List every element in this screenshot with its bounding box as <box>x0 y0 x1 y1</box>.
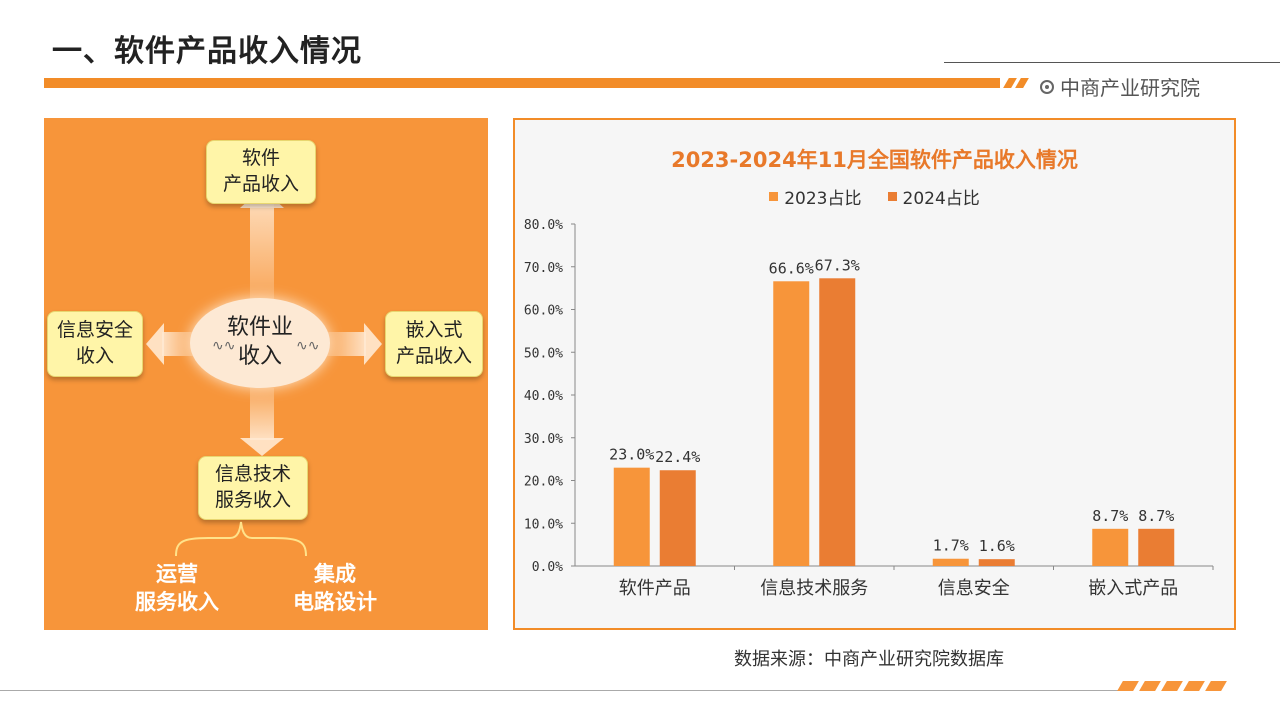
chart-legend: 2023占比 2024占比 <box>515 184 1234 209</box>
brand-logo-icon <box>1040 79 1054 94</box>
revenue-structure-diagram: 软件业 收入 ∿∿ ∿∿ 软件 产品收入 信息安全 收入 嵌入式 产品收入 信息… <box>44 118 488 630</box>
legend-label-2024: 2024占比 <box>902 189 980 209</box>
y-tick-label: 20.0% <box>524 475 563 490</box>
y-tick-label: 80.0% <box>524 218 563 233</box>
header-divider-line <box>944 62 1280 63</box>
node-software-product-revenue: 软件 产品收入 <box>206 140 316 204</box>
x-tick-label: 软件产品 <box>619 578 691 599</box>
legend-label-2023: 2023占比 <box>784 189 862 209</box>
brace-connector <box>175 521 307 557</box>
data-label: 67.3% <box>815 256 860 274</box>
footer-stripe-decoration <box>1139 681 1161 691</box>
data-label: 1.6% <box>979 537 1015 555</box>
y-tick-label: 70.0% <box>524 261 563 276</box>
x-tick-label: 信息技术服务 <box>760 578 868 599</box>
footer-stripe-decoration <box>1183 681 1205 691</box>
data-label: 1.7% <box>933 537 969 555</box>
brand-name: 中商产业研究院 <box>1060 76 1200 100</box>
y-tick-label: 10.0% <box>524 517 563 532</box>
legend-swatch-2023 <box>769 192 779 201</box>
data-source-note: 数据来源：中商产业研究院数据库 <box>734 649 1004 670</box>
legend-swatch-2024 <box>887 192 897 201</box>
signal-wave-icon: ∿∿ <box>296 338 320 354</box>
bar-2024 <box>659 470 696 566</box>
data-label: 22.4% <box>655 448 700 466</box>
legend-item-2024: 2024占比 <box>887 184 980 209</box>
node-it-service-revenue: 信息技术 服务收入 <box>198 456 308 520</box>
arrow-down-head-icon <box>240 438 284 456</box>
footer-divider-line <box>0 690 1120 691</box>
brand: 中商产业研究院 <box>1040 72 1200 101</box>
x-tick-label: 嵌入式产品 <box>1088 578 1178 599</box>
bar-2024 <box>1138 528 1175 566</box>
chart-panel: 2023-2024年11月全国软件产品收入情况 2023占比 2024占比 0.… <box>513 118 1236 630</box>
arrow-left-head-icon <box>146 323 164 365</box>
data-label: 8.7% <box>1092 507 1128 525</box>
center-node-software-revenue: 软件业 收入 <box>190 298 330 388</box>
data-label: 23.0% <box>609 446 654 464</box>
footer-stripe-decoration <box>1205 681 1227 691</box>
bar-2023 <box>613 467 650 566</box>
data-label: 8.7% <box>1138 507 1174 525</box>
bar-2023 <box>932 558 969 566</box>
chart-title: 2023-2024年11月全国软件产品收入情况 <box>671 148 1078 172</box>
legend-item-2023: 2023占比 <box>769 184 862 209</box>
bar-2023 <box>1092 528 1129 566</box>
bar-2024 <box>819 278 856 566</box>
signal-wave-icon: ∿∿ <box>212 338 236 354</box>
arrow-down-icon <box>250 388 274 440</box>
sub-node-ic-design: 集成 电路设计 <box>293 562 377 615</box>
y-tick-label: 50.0% <box>524 346 563 361</box>
arrow-right-head-icon <box>364 323 382 365</box>
data-label: 66.6% <box>769 259 814 277</box>
x-tick-label: 信息安全 <box>938 578 1010 599</box>
page-title: 一、软件产品收入情况 <box>52 34 362 69</box>
sub-node-operation-service: 运营 服务收入 <box>135 562 219 615</box>
bar-chart: 0.0% 10.0% 20.0% 30.0% 40.0% 50.0% 60.0% 70.0% 8… <box>524 218 1214 599</box>
header-accent-bar <box>44 78 1000 88</box>
footer-stripe-decoration <box>1161 681 1183 691</box>
bar-2023 <box>773 281 810 566</box>
y-tick-label: 60.0% <box>524 304 563 319</box>
node-info-security-revenue: 信息安全 收入 <box>47 311 143 377</box>
y-tick-label: 30.0% <box>524 432 563 447</box>
footer-stripe-decoration <box>1117 681 1139 691</box>
arrow-up-icon <box>250 198 274 308</box>
arrow-right-icon <box>326 332 366 356</box>
y-tick-label: 40.0% <box>524 389 563 404</box>
header-slash-decoration <box>1015 78 1029 88</box>
y-tick-label: 0.0% <box>532 560 563 575</box>
node-embedded-product-revenue: 嵌入式 产品收入 <box>385 311 483 377</box>
bar-2024 <box>978 559 1015 566</box>
